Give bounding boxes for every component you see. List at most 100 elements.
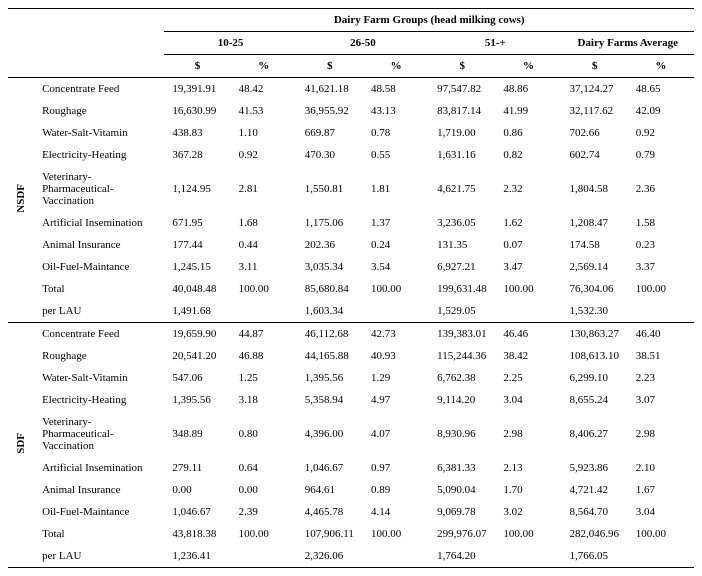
cell-value: 1,046.67 xyxy=(297,457,363,479)
row-label: Oil-Fuel-Maintance xyxy=(34,501,164,523)
cell-value: 4,721.42 xyxy=(562,479,628,501)
cell-value: 46.46 xyxy=(495,323,561,346)
cell-value: 0.24 xyxy=(363,234,429,256)
cell-value: 37,124.27 xyxy=(562,78,628,101)
header-subcol-5: % xyxy=(495,55,561,78)
cell-value: 3.07 xyxy=(628,389,694,411)
cell-value: 279.11 xyxy=(164,457,230,479)
cell-value: 107,906.11 xyxy=(297,523,363,545)
cell-value: 0.78 xyxy=(363,122,429,144)
table-row: NSDFConcentrate Feed19,391.9148.4241,621… xyxy=(8,78,694,101)
cell-value: 4.07 xyxy=(363,411,429,457)
cell-value: 2.10 xyxy=(628,457,694,479)
cell-value: 1,532.30 xyxy=(562,300,628,323)
cell-value: 46.88 xyxy=(231,345,297,367)
cell-value: 1,208.47 xyxy=(562,212,628,234)
cell-value: 100.00 xyxy=(628,278,694,300)
cell-value: 139,383.01 xyxy=(429,323,495,346)
cell-value: 2.81 xyxy=(231,166,297,212)
cell-value: 32,117.62 xyxy=(562,100,628,122)
cell-value: 470.30 xyxy=(297,144,363,166)
cell-value: 0.55 xyxy=(363,144,429,166)
cell-value: 299,976.07 xyxy=(429,523,495,545)
cell-value: 9,114.20 xyxy=(429,389,495,411)
cell-value: 3,035.34 xyxy=(297,256,363,278)
cell-value: 1.37 xyxy=(363,212,429,234)
cell-value: 5,923.86 xyxy=(562,457,628,479)
cell-value: 115,244.36 xyxy=(429,345,495,367)
cell-value: 100.00 xyxy=(495,278,561,300)
cell-value: 100.00 xyxy=(363,523,429,545)
table-row: Animal Insurance177.440.44202.360.24131.… xyxy=(8,234,694,256)
cell-value: 1,491.68 xyxy=(164,300,230,323)
table-row: per LAU1,491.681,603.341,529.051,532.30 xyxy=(8,300,694,323)
cell-value: 3.47 xyxy=(495,256,561,278)
cell-value: 1.58 xyxy=(628,212,694,234)
row-label: Veterinary-Pharmaceutical-Vaccination xyxy=(34,166,164,212)
cell-value: 4.14 xyxy=(363,501,429,523)
table-row: Roughage20,541.2046.8844,165.8840.93115,… xyxy=(8,345,694,367)
header-group-0: 10-25 xyxy=(164,32,296,55)
cell-value: 2.98 xyxy=(628,411,694,457)
cell-value: 0.64 xyxy=(231,457,297,479)
cell-value: 40.93 xyxy=(363,345,429,367)
cell-value: 0.82 xyxy=(495,144,561,166)
cell-value: 8,655.24 xyxy=(562,389,628,411)
cell-value: 3.04 xyxy=(628,501,694,523)
cell-value: 8,406.27 xyxy=(562,411,628,457)
cell-value: 131.35 xyxy=(429,234,495,256)
cell-value: 83,817.14 xyxy=(429,100,495,122)
row-label: Electricity-Heating xyxy=(34,389,164,411)
cell-value: 602.74 xyxy=(562,144,628,166)
cell-value: 1,124.95 xyxy=(164,166,230,212)
cell-value xyxy=(495,300,561,323)
cell-value: 6,299.10 xyxy=(562,367,628,389)
cell-value: 4,465.78 xyxy=(297,501,363,523)
table-row: Water-Salt-Vitamin438.831.10669.870.781,… xyxy=(8,122,694,144)
row-label: Water-Salt-Vitamin xyxy=(34,367,164,389)
row-label: Water-Salt-Vitamin xyxy=(34,122,164,144)
cell-value: 48.86 xyxy=(495,78,561,101)
table-row: Total43,818.38100.00107,906.11100.00299,… xyxy=(8,523,694,545)
cell-value: 1.10 xyxy=(231,122,297,144)
header-subcol-2: $ xyxy=(297,55,363,78)
cell-value: 5,358.94 xyxy=(297,389,363,411)
cell-value: 6,927.21 xyxy=(429,256,495,278)
cell-value: 0.79 xyxy=(628,144,694,166)
header-subcol-6: $ xyxy=(562,55,628,78)
cell-value xyxy=(495,545,561,568)
cell-value: 8,930.96 xyxy=(429,411,495,457)
cell-value: 1.62 xyxy=(495,212,561,234)
header-group-3: Dairy Farms Average xyxy=(562,32,694,55)
cell-value: 43,818.38 xyxy=(164,523,230,545)
cell-value: 0.44 xyxy=(231,234,297,256)
cell-value: 1,764.20 xyxy=(429,545,495,568)
cell-value: 0.92 xyxy=(628,122,694,144)
cell-value: 964.61 xyxy=(297,479,363,501)
cell-value: 2,569.14 xyxy=(562,256,628,278)
row-label: Animal Insurance xyxy=(34,234,164,256)
header-group-1: 26-50 xyxy=(297,32,429,55)
row-label: Animal Insurance xyxy=(34,479,164,501)
cell-value: 48.65 xyxy=(628,78,694,101)
cell-value: 97,547.82 xyxy=(429,78,495,101)
cell-value: 348.89 xyxy=(164,411,230,457)
cell-value: 6,762.38 xyxy=(429,367,495,389)
cell-value: 3,236.05 xyxy=(429,212,495,234)
cell-value: 38.42 xyxy=(495,345,561,367)
table-row: Artificial Insemination279.110.641,046.6… xyxy=(8,457,694,479)
cell-value: 4,396.00 xyxy=(297,411,363,457)
cell-value: 9,069.78 xyxy=(429,501,495,523)
cell-value xyxy=(363,300,429,323)
cell-value: 100.00 xyxy=(495,523,561,545)
cell-value: 1,804.58 xyxy=(562,166,628,212)
table-header: Dairy Farm Groups (head milking cows) 10… xyxy=(8,9,694,78)
section-label: SDF xyxy=(8,323,34,568)
row-label: Total xyxy=(34,523,164,545)
cell-value: 48.42 xyxy=(231,78,297,101)
header-subcol-3: % xyxy=(363,55,429,78)
cell-value: 547.06 xyxy=(164,367,230,389)
cell-value: 2.39 xyxy=(231,501,297,523)
cell-value: 1,631.16 xyxy=(429,144,495,166)
cell-value: 0.97 xyxy=(363,457,429,479)
